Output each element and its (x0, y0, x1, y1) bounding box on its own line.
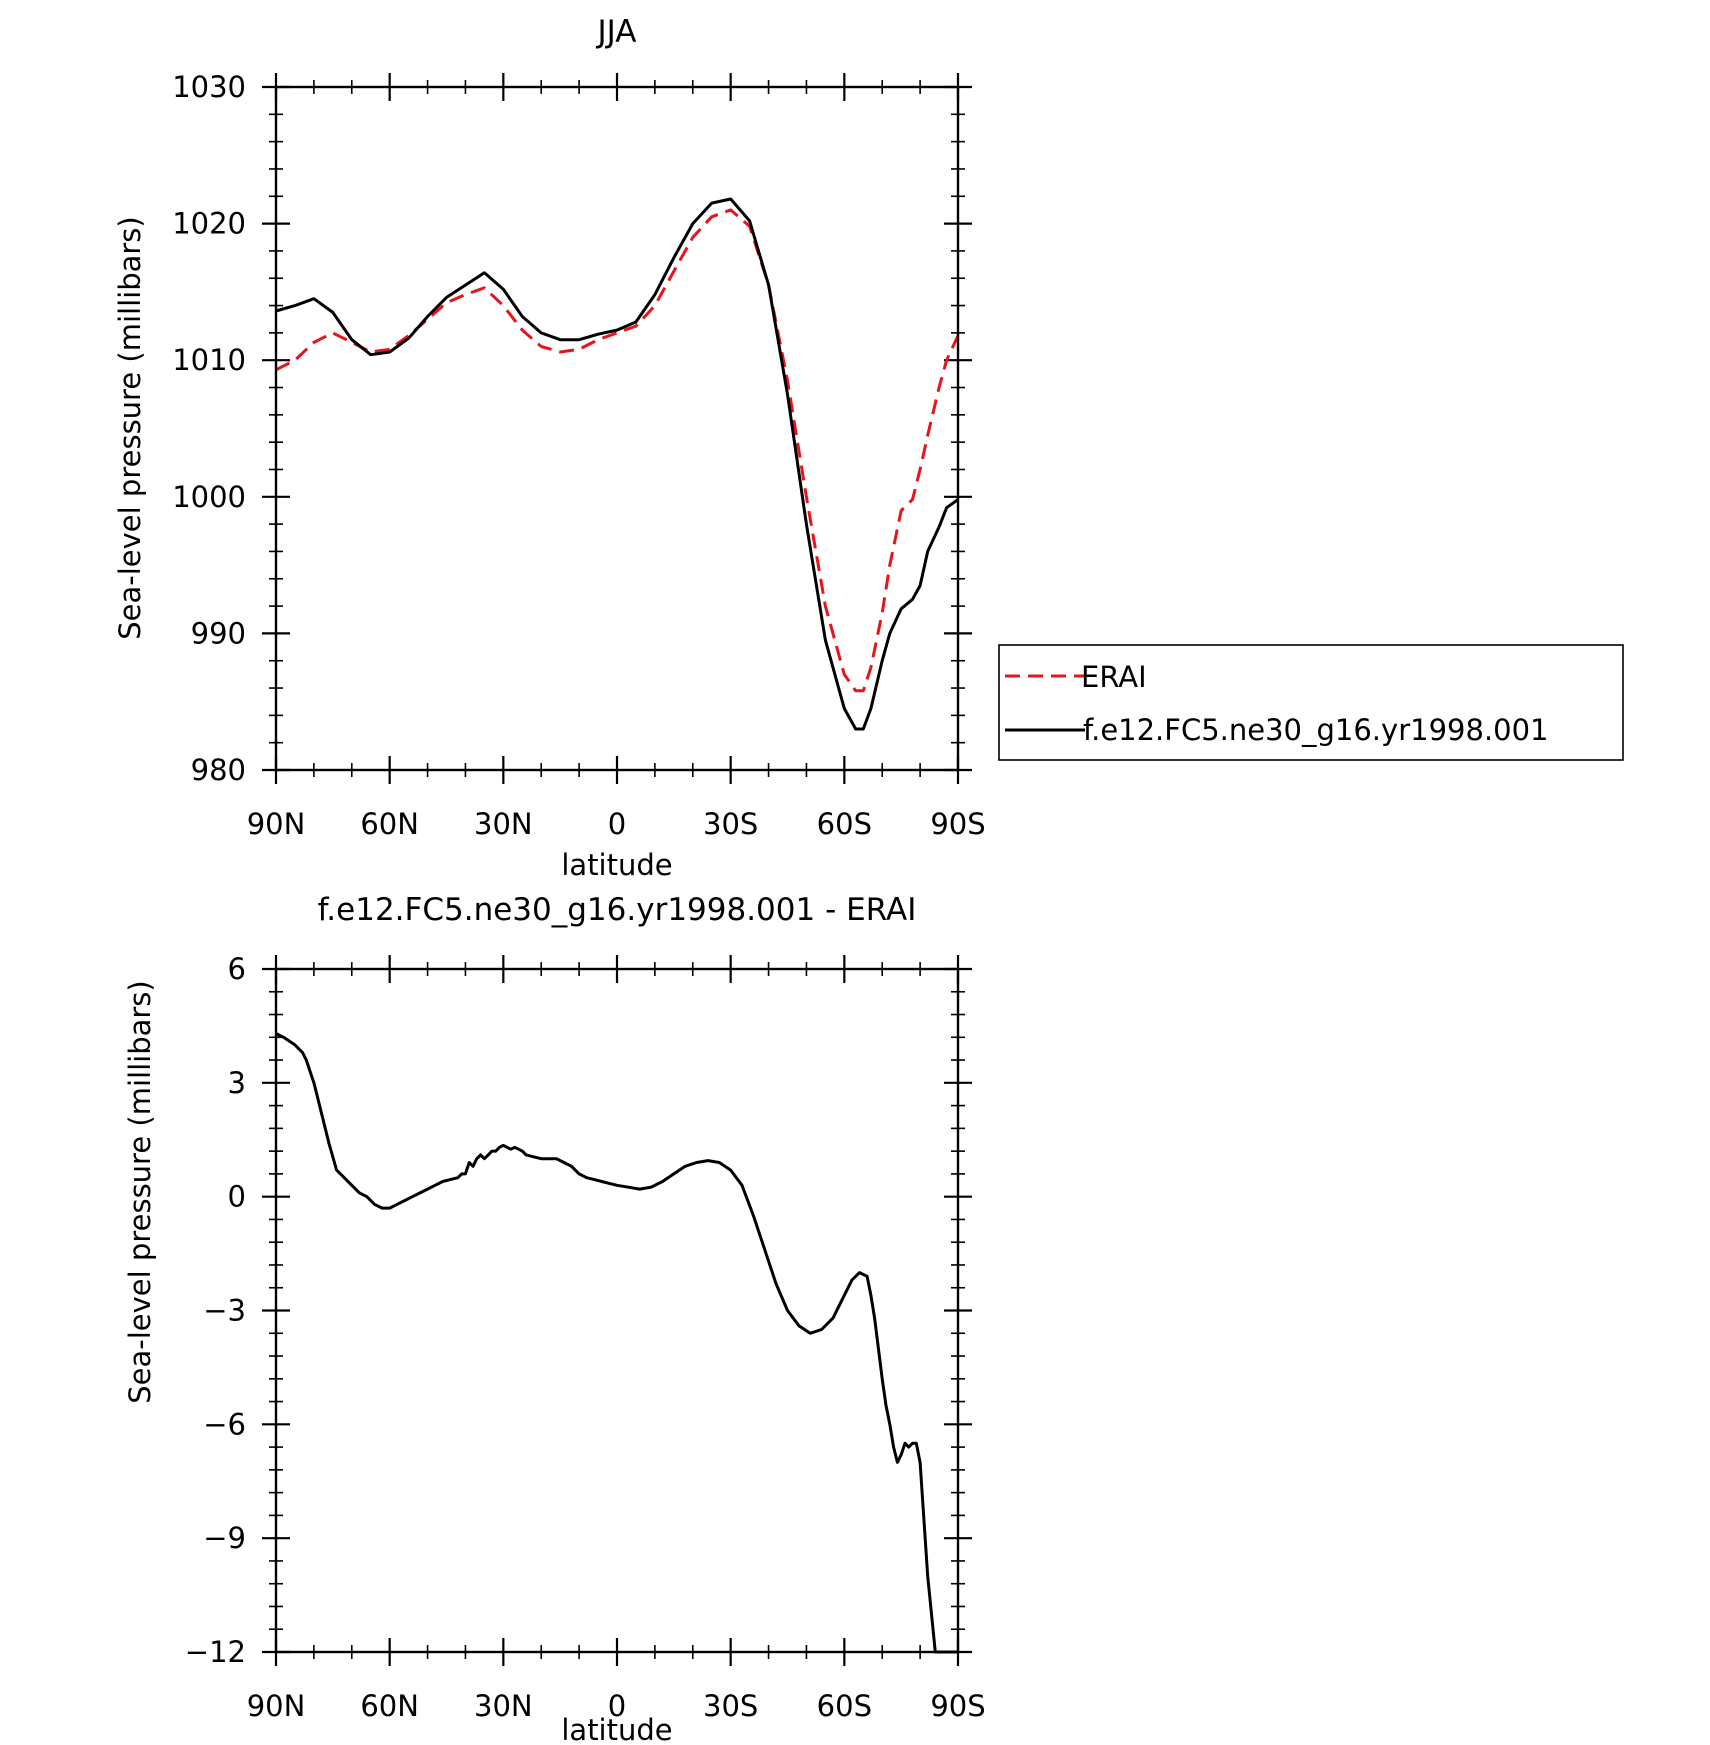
y-tick-label: −6 (203, 1407, 246, 1441)
x-tick-label: 30N (474, 807, 533, 841)
bottom-chart-frame (274, 967, 960, 1654)
bottom-chart-x-ticks: 90N 60N 30N 0 30S 60S 90S (247, 955, 986, 1723)
bottom-chart-y-axis-label: Sea-level pressure (millibars) (123, 980, 157, 1403)
x-tick-label: 90S (930, 807, 985, 841)
x-tick-label: 60S (817, 1689, 872, 1723)
y-tick-label: 6 (228, 952, 246, 986)
top-chart-title: JJA (596, 14, 637, 50)
bottom-chart-y-ticks: −12 −9 −6 −3 0 3 6 (185, 952, 972, 1669)
x-tick-label: 60N (360, 807, 419, 841)
top-chart: JJA Sea-level pressure (millibars) latit… (113, 14, 986, 882)
top-chart-series-line-0 (275, 208, 960, 693)
bottom-chart-series-line-0 (275, 1032, 958, 1654)
legend: ERAI f.e12.FC5.ne30_g16.yr1998.001 (998, 644, 1624, 761)
x-tick-label: 30S (703, 807, 758, 841)
top-chart-series (275, 197, 960, 731)
y-tick-label: 1000 (172, 480, 246, 514)
top-chart-frame (274, 85, 960, 772)
top-chart-y-axis-label: Sea-level pressure (millibars) (113, 216, 147, 639)
x-tick-label: 60N (360, 1689, 419, 1723)
legend-box (998, 644, 1624, 761)
x-tick-label: 30S (703, 1689, 758, 1723)
legend-label-model: f.e12.FC5.ne30_g16.yr1998.001 (1083, 713, 1549, 747)
y-tick-label: 1010 (172, 343, 246, 377)
y-tick-label: 990 (191, 616, 246, 650)
y-tick-label: −3 (203, 1294, 246, 1328)
bottom-chart-series (275, 1032, 958, 1654)
legend-label-erai: ERAI (1081, 660, 1147, 694)
x-tick-label: 90S (930, 1689, 985, 1723)
top-chart-y-ticks: 980 990 1000 1010 1020 1030 (172, 70, 972, 787)
y-tick-label: −12 (185, 1635, 246, 1669)
y-tick-label: 1030 (172, 70, 246, 104)
x-tick-label: 90N (247, 1689, 306, 1723)
x-tick-label: 30N (474, 1689, 533, 1723)
bottom-chart-title: f.e12.FC5.ne30_g16.yr1998.001 - ERAI (318, 892, 917, 928)
x-tick-label: 60S (817, 807, 872, 841)
x-tick-label: 0 (608, 807, 626, 841)
top-chart-x-ticks: 90N 60N 30N 0 30S 60S 90S (247, 73, 986, 841)
x-tick-label: 0 (608, 1689, 626, 1723)
y-tick-label: 0 (228, 1180, 246, 1214)
y-tick-label: −9 (203, 1521, 246, 1555)
x-tick-label: 90N (247, 807, 306, 841)
y-tick-label: 3 (228, 1066, 246, 1100)
y-tick-label: 1020 (172, 207, 246, 241)
bottom-chart-x-axis-label: latitude (561, 1713, 672, 1745)
top-chart-series-line-1 (275, 197, 959, 731)
top-chart-x-axis-label: latitude (561, 848, 672, 882)
y-tick-label: 980 (191, 753, 246, 787)
bottom-chart: f.e12.FC5.ne30_g16.yr1998.001 - ERAI Sea… (123, 892, 986, 1745)
